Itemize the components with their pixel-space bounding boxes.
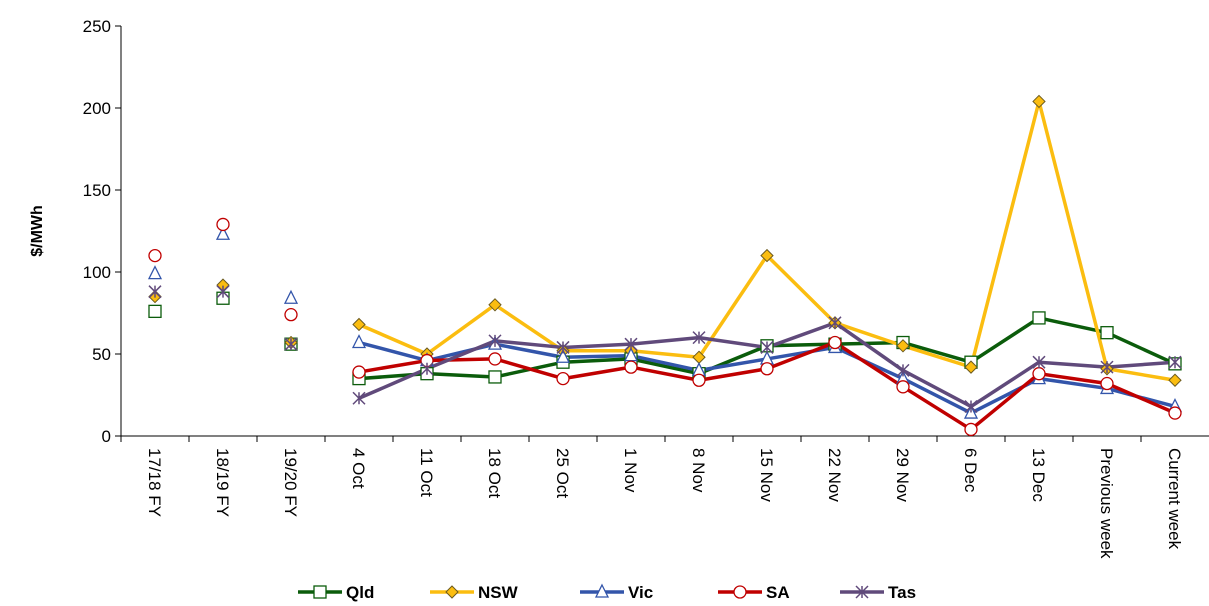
x-tick-label: 19/20 FY [281, 448, 300, 517]
x-tick-label: 18 Oct [485, 448, 504, 498]
marker [284, 337, 298, 351]
x-tick-label: 29 Nov [893, 448, 912, 502]
marker [1168, 406, 1182, 420]
x-tick-label: 18/19 FY [213, 448, 232, 517]
marker [1168, 373, 1182, 387]
marker [624, 360, 638, 374]
y-tick-label: 200 [83, 99, 111, 118]
x-tick-label: 25 Oct [553, 448, 572, 498]
y-tick-label: 150 [83, 181, 111, 200]
marker [828, 335, 842, 350]
marker [488, 298, 502, 312]
marker [555, 348, 571, 363]
marker [215, 225, 231, 240]
marker [1032, 94, 1046, 109]
y-tick-label: 250 [83, 17, 111, 36]
marker [1100, 360, 1114, 374]
marker [1032, 311, 1046, 325]
marker [828, 316, 842, 330]
marker [556, 340, 570, 354]
x-tick-label: 17/18 FY [145, 448, 164, 517]
marker [760, 362, 774, 376]
marker [760, 248, 774, 263]
y-tick-label: 50 [92, 345, 111, 364]
legend-marker [445, 585, 459, 599]
marker [1032, 367, 1046, 381]
marker [351, 334, 367, 349]
marker [352, 365, 366, 379]
x-tick-label: 6 Dec [961, 448, 980, 493]
marker [1168, 355, 1182, 369]
y-axis-title: $/MWh [29, 205, 46, 257]
legend-marker [313, 585, 327, 599]
marker [148, 304, 162, 319]
marker [147, 265, 163, 280]
marker [556, 371, 570, 386]
marker [964, 422, 978, 437]
x-tick-label: Previous week [1097, 448, 1116, 559]
marker [896, 363, 910, 377]
marker [488, 370, 502, 384]
legend-label: SA [766, 583, 790, 602]
y-tick-label: 0 [102, 427, 111, 446]
legend-label: Qld [346, 583, 374, 602]
x-tick-label: 8 Nov [689, 448, 708, 493]
marker [896, 380, 910, 394]
marker [964, 399, 978, 414]
legend-label: NSW [478, 583, 519, 602]
legend-marker [855, 585, 869, 599]
series-line [358, 99, 1176, 382]
marker [216, 285, 230, 299]
legend-label: Vic [628, 583, 653, 602]
marker [692, 373, 706, 387]
marker [488, 352, 502, 366]
marker [896, 339, 910, 353]
marker [624, 337, 638, 351]
legend-marker [594, 583, 610, 598]
x-tick-label: Current week [1165, 448, 1184, 550]
marker [1100, 326, 1114, 340]
x-tick-label: 4 Oct [349, 448, 368, 489]
x-tick-label: 1 Nov [621, 448, 640, 493]
marker [352, 391, 366, 405]
y-tick-label: 100 [83, 263, 111, 282]
marker [1100, 376, 1114, 391]
x-tick-label: 13 Dec [1029, 448, 1048, 502]
marker [692, 331, 706, 345]
x-tick-label: 22 Nov [825, 448, 844, 502]
marker [148, 285, 162, 299]
marker [148, 248, 162, 263]
marker [283, 289, 299, 304]
legend-label: Tas [888, 583, 916, 602]
x-tick-label: 15 Nov [757, 448, 776, 502]
marker [216, 217, 230, 232]
marker [488, 334, 502, 348]
marker [284, 307, 298, 322]
marker [760, 340, 774, 354]
legend-marker [733, 585, 747, 599]
marker [964, 360, 978, 374]
marker [1032, 355, 1046, 369]
marker [420, 362, 434, 376]
marker [352, 317, 366, 332]
x-tick-label: 11 Oct [417, 448, 436, 497]
